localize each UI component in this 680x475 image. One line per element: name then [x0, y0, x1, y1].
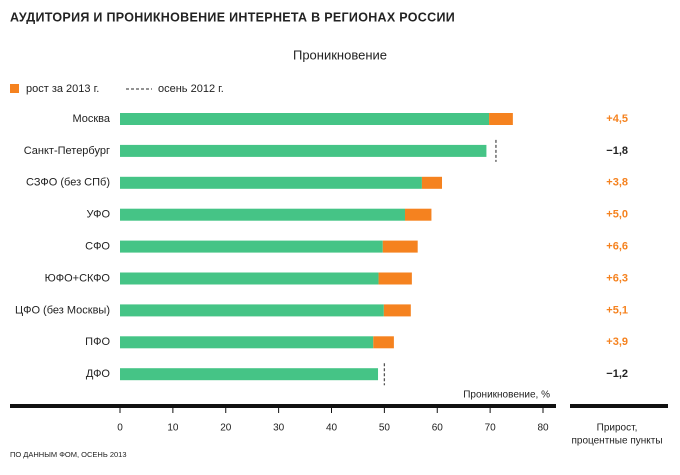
- bar: [120, 208, 405, 221]
- x-tick-label: 60: [432, 423, 444, 434]
- x-tick-label: 0: [117, 423, 123, 434]
- growth-segment: [382, 240, 418, 253]
- y-tick-label: УФО: [86, 209, 110, 221]
- y-tick-label: СФО: [85, 241, 110, 253]
- chart-title: АУДИТОРИЯ И ПРОНИКНОВЕНИЕ ИНТЕРНЕТА В РЕ…: [10, 10, 455, 24]
- growth-segment: [373, 336, 394, 349]
- legend-label: рост за 2013 г.: [26, 83, 99, 95]
- x-axis-label: Проникновение, %: [463, 390, 550, 401]
- value-label: +5,0: [606, 209, 628, 221]
- value-label: +3,8: [606, 177, 628, 189]
- y-tick-label: ДФО: [86, 368, 111, 380]
- column-label: процентные пункты: [571, 436, 662, 447]
- value-label: +5,1: [606, 304, 628, 316]
- legend-label: осень 2012 г.: [158, 83, 224, 95]
- growth-segment: [489, 113, 513, 125]
- x-tick-label: 40: [326, 423, 338, 434]
- value-label: −1,8: [606, 145, 628, 157]
- bar: [120, 240, 383, 253]
- value-label: +4,5: [606, 113, 628, 125]
- source: ПО ДАННЫМ ФОМ, ОСЕНЬ 2013: [10, 450, 127, 459]
- legend-swatch: [10, 84, 19, 93]
- value-label: +6,6: [606, 241, 628, 253]
- y-tick-label: Москва: [72, 113, 110, 125]
- x-tick-label: 10: [167, 423, 179, 434]
- x-tick-label: 80: [537, 423, 549, 434]
- x-tick-label: 30: [273, 423, 285, 434]
- x-tick-label: 20: [220, 423, 232, 434]
- bar: [120, 176, 422, 189]
- column-label: Прирост,: [597, 423, 638, 434]
- value-label: +3,9: [606, 336, 628, 348]
- bar: [120, 272, 379, 285]
- y-tick-label: ЮФО+СКФО: [45, 272, 111, 284]
- y-tick-label: СЗФО (без СПб): [26, 177, 110, 189]
- bar: [120, 336, 374, 349]
- bar: [120, 144, 487, 157]
- chart-subtitle: Проникновение: [293, 47, 387, 62]
- bar: [120, 304, 384, 317]
- x-tick-label: 70: [485, 423, 497, 434]
- bar: [120, 368, 379, 381]
- value-label: −1,2: [606, 368, 628, 380]
- x-tick-label: 50: [379, 423, 391, 434]
- y-tick-label: Санкт-Петербург: [24, 145, 110, 157]
- growth-segment: [383, 304, 411, 317]
- y-tick-label: ПФО: [85, 336, 110, 348]
- bar: [120, 113, 490, 125]
- y-tick-label: ЦФО (без Москвы): [15, 304, 110, 316]
- growth-segment: [404, 208, 432, 221]
- growth-segment: [378, 272, 412, 285]
- value-label: +6,3: [606, 272, 628, 284]
- growth-segment: [421, 176, 443, 189]
